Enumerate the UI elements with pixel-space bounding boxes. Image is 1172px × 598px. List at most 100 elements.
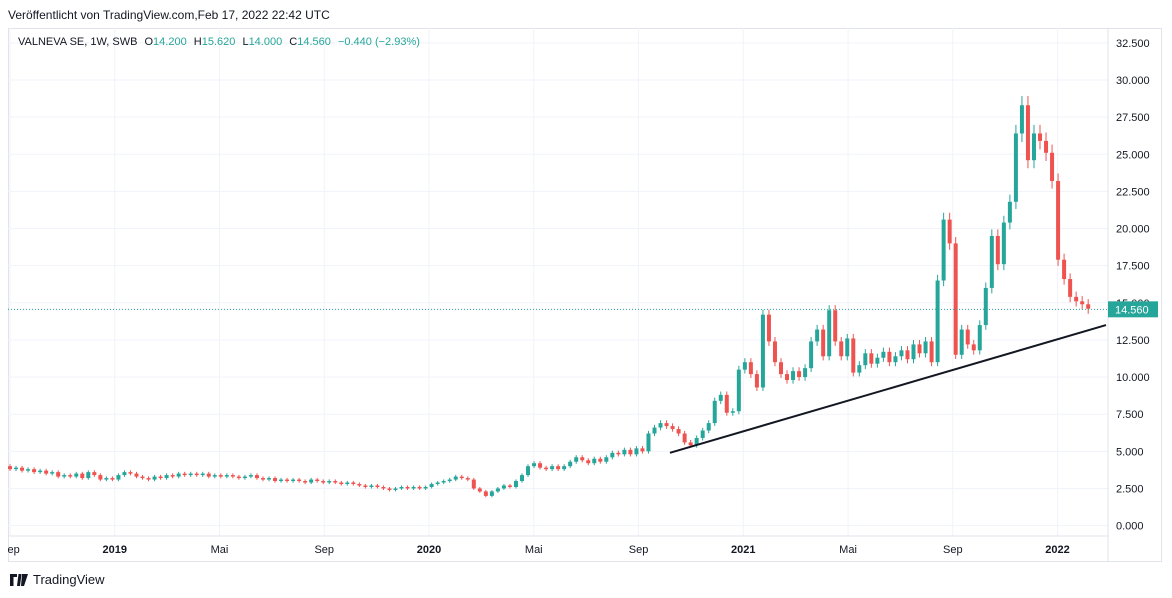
candle-body: [724, 394, 729, 413]
candle: [989, 229, 994, 294]
symbol-name: VALNEVA SE, 1W, SWB: [18, 36, 138, 48]
candle: [851, 333, 856, 377]
candle-body: [568, 461, 573, 467]
change-value: −0.440 (−2.93%): [337, 36, 420, 48]
candle: [170, 473, 175, 479]
candle-body: [875, 357, 880, 364]
candle: [92, 470, 97, 477]
candle-body: [68, 475, 73, 477]
candle-body: [580, 457, 585, 461]
y-tick-label: 17.500: [1116, 261, 1150, 273]
candle: [983, 282, 988, 330]
y-tick-label: 32.500: [1116, 38, 1150, 50]
candle: [1056, 173, 1061, 266]
candle-body: [658, 423, 663, 428]
candle: [610, 450, 615, 460]
candle-body: [387, 488, 392, 490]
candle: [20, 465, 25, 473]
symbol-legend: VALNEVA SE, 1W, SWB O14.200 H15.620 L14.…: [18, 36, 420, 48]
x-tick-label: 2019: [103, 544, 127, 556]
candle-body: [1062, 259, 1067, 280]
candle-body: [80, 473, 85, 479]
candle: [742, 358, 747, 374]
candle: [429, 482, 434, 489]
candle-body: [815, 329, 820, 342]
candle-body: [104, 478, 109, 480]
candle: [453, 474, 458, 482]
candle: [778, 358, 783, 378]
candle: [405, 485, 410, 490]
candle: [393, 486, 398, 492]
candle: [1062, 253, 1067, 285]
last-price-layer: 14.560: [8, 301, 1158, 318]
candle-body: [550, 466, 555, 470]
candle: [1007, 194, 1012, 230]
candle: [224, 473, 229, 479]
candle-body: [164, 475, 169, 479]
candle-body: [947, 219, 952, 244]
candle: [188, 471, 193, 477]
candle: [646, 430, 651, 454]
candle: [411, 485, 416, 490]
footer[interactable]: TradingView: [10, 572, 105, 587]
candle: [291, 477, 296, 483]
candle-body: [92, 472, 97, 476]
candle-body: [1068, 279, 1073, 297]
candle: [604, 455, 609, 464]
candle-body: [634, 448, 639, 455]
low-value: 14.000: [248, 36, 283, 48]
candle-body: [429, 484, 434, 487]
price-chart[interactable]: 0.0002.5005.0007.50010.00012.50015.00017…: [8, 28, 1162, 562]
candle-body: [646, 433, 651, 452]
candle: [489, 490, 494, 498]
candle: [140, 474, 145, 480]
y-tick-label: 7.500: [1116, 409, 1144, 421]
candle: [929, 336, 934, 367]
candle: [887, 347, 892, 367]
published-header: Veröffentlicht von TradingView.com,Feb 1…: [8, 8, 330, 22]
candle: [827, 305, 832, 361]
candle: [507, 483, 512, 489]
candle-body: [754, 374, 759, 388]
candle-body: [983, 287, 988, 326]
candle-body: [1086, 304, 1091, 309]
candle: [254, 473, 259, 480]
candle: [357, 482, 362, 488]
candle: [875, 353, 880, 368]
candle-body: [1013, 133, 1018, 202]
candle-body: [622, 449, 627, 455]
candle-body: [309, 479, 314, 483]
candle-body: [1044, 140, 1049, 153]
candle-body: [441, 481, 446, 483]
y-tick-label: 12.500: [1116, 335, 1150, 347]
candle: [821, 324, 826, 361]
candle-body: [538, 463, 543, 468]
candle-body: [423, 486, 428, 489]
candle-body: [279, 479, 284, 482]
candle: [971, 340, 976, 355]
candle: [869, 349, 874, 368]
candle-body: [62, 475, 67, 477]
candle-body: [791, 371, 796, 381]
candle-body: [140, 476, 145, 479]
candle-body: [393, 488, 398, 490]
x-tick-label: Sep: [629, 544, 649, 556]
candle: [423, 485, 428, 490]
candle: [345, 480, 350, 486]
candle-body: [369, 485, 374, 487]
candle: [1031, 124, 1036, 169]
candle-body: [929, 341, 934, 363]
candle-body: [562, 466, 567, 470]
candle-body: [628, 449, 633, 455]
candle: [550, 464, 555, 472]
candle-body: [736, 369, 741, 412]
candle: [977, 320, 982, 355]
candle: [748, 358, 753, 378]
candle-body: [760, 314, 765, 388]
candle-body: [501, 485, 506, 489]
candle-body: [833, 310, 838, 342]
candle-body: [574, 457, 579, 462]
candle-body: [526, 466, 531, 476]
candle: [483, 490, 488, 498]
candle: [176, 471, 181, 479]
